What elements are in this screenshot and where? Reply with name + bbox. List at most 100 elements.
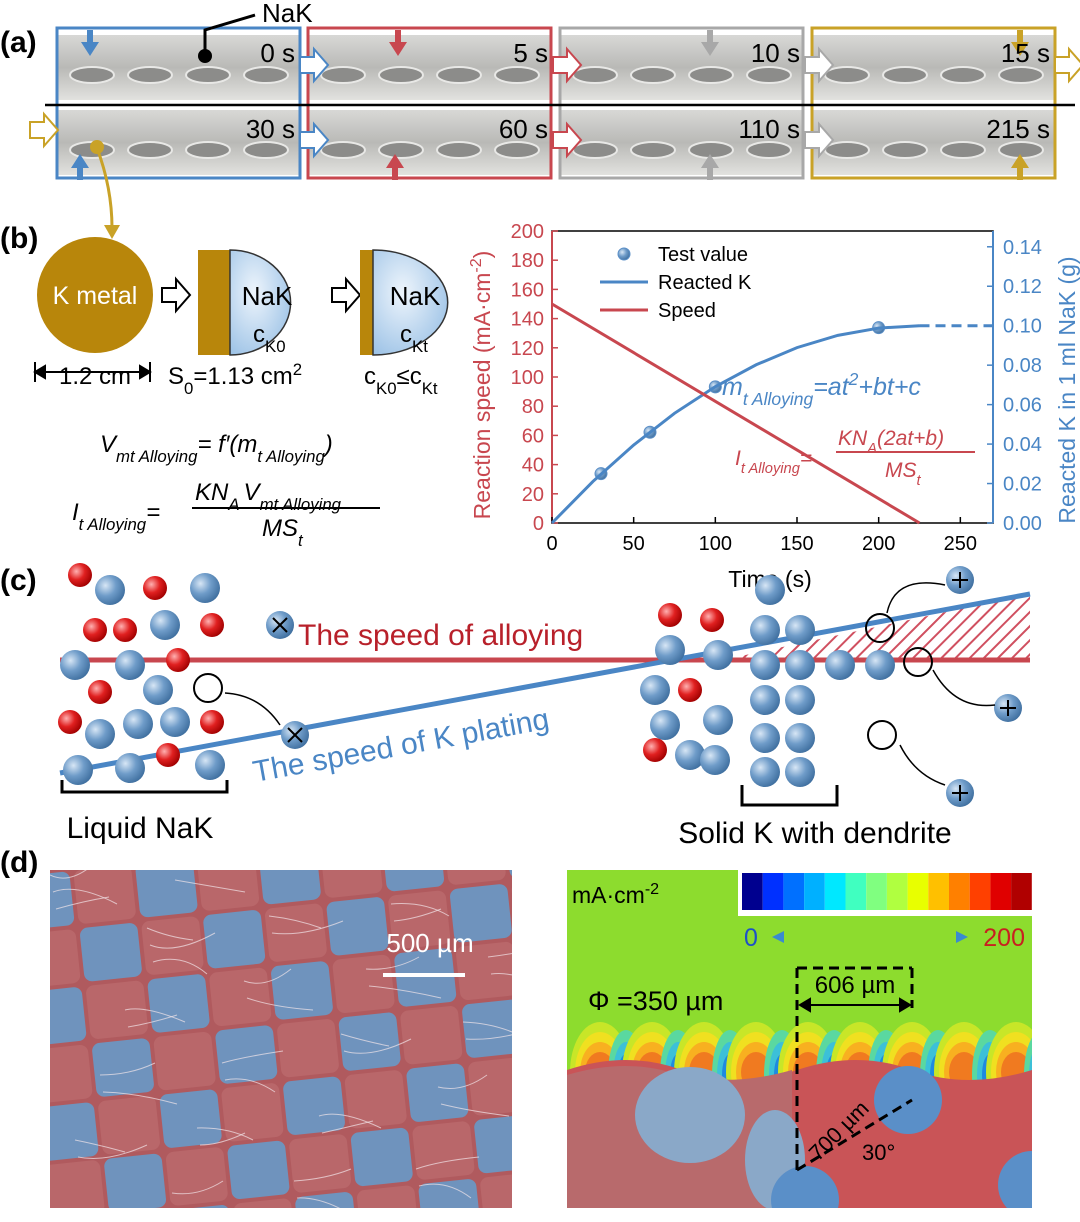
- label: NaK: [242, 281, 293, 311]
- label: S0=1.13 cm2: [168, 360, 302, 398]
- nak-drop: [372, 249, 449, 356]
- colorbar-cell: [824, 873, 846, 910]
- ion-sign: [952, 572, 968, 588]
- shape: 0 50 100 150 200 250 0 20 40 60 80 100 120 140 160 180 2…: [511, 221, 1042, 555]
- fiber: [52, 888, 118, 905]
- fiber: [199, 1132, 246, 1146]
- atom: [700, 608, 724, 632]
- ion-sign: [272, 617, 288, 633]
- fiber-bundle-blue: [382, 870, 445, 892]
- y2-tick-label: 0.08: [1003, 355, 1042, 377]
- fiber-bundle-red: [153, 1031, 216, 1091]
- colorbar-cell: [1011, 873, 1032, 910]
- atom: [703, 640, 733, 670]
- y2-tick-label: 0.06: [1003, 395, 1042, 417]
- droplet: [688, 66, 734, 84]
- fiber: [174, 879, 246, 893]
- text-part: KN: [838, 427, 868, 450]
- label: Solid K with dendrite: [678, 817, 952, 850]
- fiber: [296, 1197, 341, 1208]
- text-part: mt Alloying: [260, 495, 342, 514]
- y-tick-label: 100: [511, 367, 544, 389]
- y-tick-label: 120: [511, 338, 544, 360]
- atom: [143, 675, 173, 705]
- x-tick-label: 250: [944, 533, 977, 555]
- time-label: 5 s: [513, 38, 548, 68]
- fiber-bundle-red: [320, 870, 383, 898]
- fiber-bundle-blue: [314, 781, 377, 841]
- label: Liquid NaK: [67, 812, 214, 845]
- fiber-bundle-blue: [104, 1153, 167, 1208]
- contour: [1034, 1054, 1050, 1096]
- fiber-bundle-blue: [147, 974, 210, 1033]
- text-part: 2: [848, 369, 859, 389]
- process-arrow: [161, 276, 192, 314]
- fiber: [243, 968, 292, 984]
- atom: [785, 685, 815, 715]
- y2-tick-label: 0.12: [1003, 276, 1042, 298]
- atom: [700, 745, 730, 775]
- link-head: [104, 225, 120, 239]
- fiber: [343, 1038, 412, 1054]
- droplet: [494, 141, 540, 159]
- droplet: [882, 141, 928, 159]
- text-part: ≤c: [397, 363, 422, 390]
- text-part: t Alloying: [257, 447, 325, 466]
- vacancy: [865, 613, 895, 643]
- atom: [785, 723, 815, 753]
- droplet: [882, 66, 928, 84]
- atom: [160, 707, 190, 737]
- fiber-bundle-red: [50, 1044, 93, 1104]
- time-label: 60 s: [499, 114, 548, 144]
- fiber: [490, 973, 512, 976]
- droplet: [69, 66, 115, 84]
- atom: [825, 650, 855, 680]
- frame: [55, 26, 302, 180]
- droplet: [378, 141, 424, 159]
- atom: [63, 755, 93, 785]
- fiber-bundle-red: [141, 916, 204, 975]
- label: (a): [0, 26, 37, 59]
- atom: [703, 705, 733, 735]
- droplet: [572, 141, 618, 159]
- frame: [558, 26, 805, 180]
- fiber-bundle-red: [468, 1057, 512, 1116]
- fiber: [390, 903, 450, 917]
- atom: [143, 576, 167, 600]
- text-part: Kt: [422, 379, 438, 398]
- time-label: 10 s: [751, 38, 800, 68]
- fiber-bundle-blue: [227, 1140, 290, 1200]
- fiber-bundle-red: [356, 1185, 419, 1208]
- fiber-bundle-red: [0, 993, 25, 1053]
- y-tick-label: 0: [533, 513, 544, 535]
- colorbar-cell: [742, 873, 763, 910]
- x-tick-label: 200: [862, 533, 895, 555]
- label: cK0: [253, 321, 286, 356]
- atom: [83, 618, 107, 642]
- fiber: [271, 920, 344, 935]
- droplet: [824, 66, 870, 84]
- fiber-bundle-red: [110, 1211, 173, 1217]
- label: 606 µm: [815, 972, 896, 999]
- text-part: t Alloying: [741, 461, 801, 477]
- text-part: (2at+b): [877, 427, 944, 450]
- atom: [755, 575, 785, 605]
- droplet: [436, 141, 482, 159]
- fiber: [74, 1139, 126, 1153]
- fiber: [293, 1168, 352, 1182]
- label: cK0≤cKt: [364, 363, 438, 398]
- atom: [60, 650, 90, 680]
- shape: [0, 781, 1050, 1217]
- arrow: [804, 46, 835, 84]
- text-part: =1.13 cm: [193, 363, 292, 390]
- atom: [200, 710, 224, 734]
- atom: [166, 648, 190, 672]
- droplet: [243, 141, 289, 159]
- fiber-bundle-red: [221, 1083, 284, 1142]
- atom: [750, 615, 780, 645]
- atom: [115, 753, 145, 783]
- fiber: [440, 1103, 510, 1117]
- vacancy: [867, 720, 897, 750]
- atom: [88, 680, 112, 704]
- atom: [150, 610, 180, 640]
